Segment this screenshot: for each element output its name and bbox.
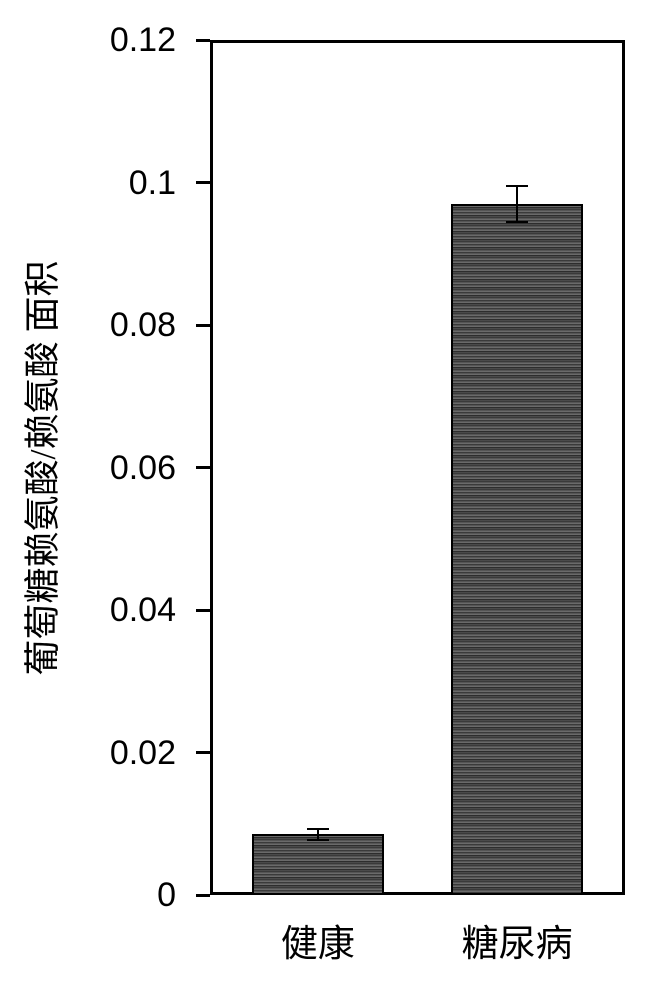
y-tick-label: 0.12 xyxy=(110,21,176,59)
y-tick-label: 0.04 xyxy=(110,591,176,629)
y-tick-label: 0 xyxy=(157,876,176,914)
bar xyxy=(252,834,385,895)
y-tick xyxy=(196,751,210,754)
bar xyxy=(451,204,584,895)
y-tick xyxy=(196,466,210,469)
error-bar-cap-top xyxy=(307,828,329,830)
y-tick xyxy=(196,39,210,42)
axis-border-left xyxy=(210,40,213,895)
axis-border-top xyxy=(210,40,625,43)
y-tick-label: 0.1 xyxy=(129,164,176,202)
error-bar-cap-bottom xyxy=(307,839,329,841)
y-tick xyxy=(196,609,210,612)
y-tick-label: 0.02 xyxy=(110,734,176,772)
error-bar-cap-bottom xyxy=(506,221,528,223)
error-bar-stem xyxy=(516,186,518,222)
y-tick-label: 0.08 xyxy=(110,306,176,344)
y-tick xyxy=(196,894,210,897)
y-tick-label: 0.06 xyxy=(110,449,176,487)
x-category-label: 糖尿病 xyxy=(397,913,637,967)
y-axis-title: 葡萄糖赖氨酸/赖氨酸 面积 xyxy=(19,40,65,895)
y-tick xyxy=(196,324,210,327)
axis-border-right xyxy=(622,40,625,895)
y-tick xyxy=(196,181,210,184)
error-bar-cap-top xyxy=(506,185,528,187)
